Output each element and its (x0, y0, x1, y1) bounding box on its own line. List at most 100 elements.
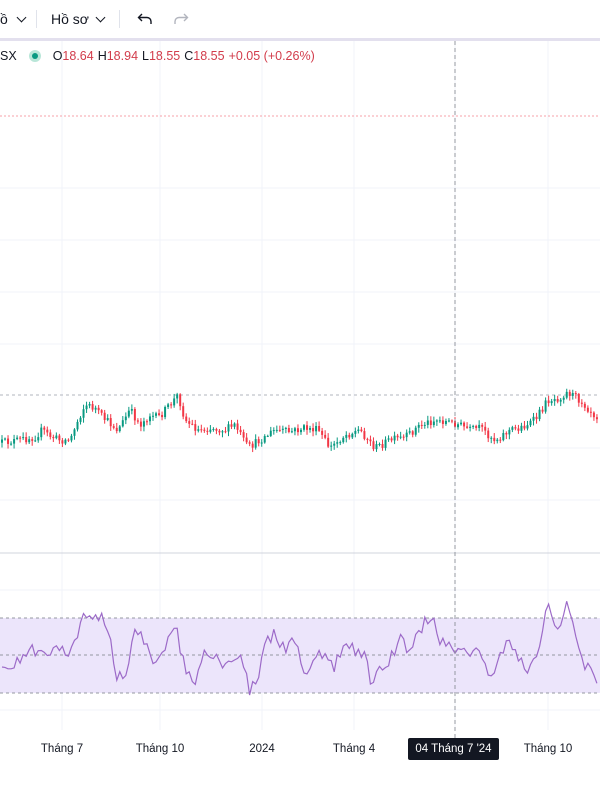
candle-body (511, 427, 514, 430)
candle-body (369, 439, 372, 442)
candle-body (251, 443, 254, 448)
candle-body (43, 427, 46, 430)
open-value: 18.64 (62, 49, 94, 63)
candle-body (230, 424, 233, 427)
candle-body (185, 416, 188, 422)
candle-body (463, 422, 466, 427)
candle-body (574, 393, 577, 395)
candle-body (227, 424, 230, 432)
candle-body (7, 438, 10, 444)
candle-body (327, 437, 330, 447)
x-tick-label: 2024 (249, 743, 275, 755)
candle-body (299, 429, 302, 433)
candle-body (133, 408, 136, 421)
interval-dropdown[interactable]: ồ (0, 0, 27, 38)
candle-body (466, 426, 469, 428)
candle-body (13, 439, 16, 444)
profile-label: Hồ sơ (51, 11, 89, 27)
candle-body (191, 423, 194, 425)
candle-body (303, 425, 305, 430)
candle-body (124, 416, 127, 421)
candle-body (269, 430, 272, 436)
candle-body (239, 429, 242, 433)
candle-body (532, 416, 535, 421)
candle-body (37, 437, 40, 441)
candle-body (475, 425, 478, 429)
redo-icon (174, 13, 189, 24)
candle-body (58, 435, 61, 441)
candle-body (103, 412, 106, 420)
candle-body (330, 445, 333, 447)
x-tick-label: Tháng 7 (40, 743, 84, 755)
candle-body (242, 432, 245, 438)
candle-body (188, 421, 191, 424)
candle-body (571, 393, 574, 396)
candle-body (484, 426, 487, 431)
candle-body (324, 434, 327, 438)
candle-body (547, 400, 550, 404)
profile-dropdown[interactable]: Hồ sơ (51, 0, 106, 38)
candle-body (520, 425, 523, 431)
candle-body (19, 437, 22, 439)
candle-body (197, 429, 200, 431)
candle-body (517, 428, 520, 431)
candle-body (589, 411, 592, 413)
candle-body (10, 443, 13, 445)
candle-body (457, 424, 460, 428)
candle-body (469, 426, 472, 428)
candle-body (387, 438, 390, 440)
candle-body (378, 443, 381, 445)
candle-body (212, 428, 215, 430)
candle-body (381, 443, 384, 448)
redo-button[interactable] (172, 0, 190, 38)
candle-body (565, 391, 568, 398)
candle-body (263, 436, 266, 443)
candle-body (106, 418, 109, 420)
low-value: 18.55 (148, 49, 181, 63)
market-status-icon[interactable] (28, 50, 41, 62)
candle-body (254, 439, 257, 448)
candle-body (318, 425, 321, 431)
x-tick-label: Tháng 10 (523, 743, 573, 755)
candle-body (25, 437, 28, 443)
candle-body (284, 427, 287, 429)
open-label: O (52, 49, 63, 63)
candle-body (290, 431, 293, 433)
low-label: L (142, 49, 149, 63)
rsi-line (1, 601, 598, 696)
ohlc-legend: SX O 18.64 H 18.94 L 18.55 C 18.55 +0.05… (0, 44, 319, 68)
candle-body (460, 422, 463, 425)
candle-body (158, 413, 161, 415)
candle-body (281, 428, 284, 430)
candle-body (357, 429, 360, 432)
candle-body (82, 409, 85, 418)
candle-body (278, 429, 281, 431)
candle-body (432, 421, 435, 426)
top-toolbar: ồ Hồ sơ (0, 0, 600, 38)
candle-body (450, 420, 453, 422)
candle-body (200, 429, 203, 431)
candle-body (487, 430, 490, 439)
candle-body (499, 439, 502, 441)
candle-body (260, 442, 263, 444)
candle-body (293, 428, 296, 432)
candle-body (354, 431, 357, 434)
change-value: +0.05 (+0.26%) (228, 49, 315, 63)
undo-button[interactable] (136, 0, 154, 38)
candle-body (22, 437, 25, 439)
candle-body (182, 406, 185, 417)
candle-body (372, 441, 375, 450)
toolbar-divider (36, 10, 37, 28)
candle-body (426, 420, 429, 425)
candle-body (272, 430, 275, 432)
candle-body (236, 423, 239, 430)
candle-body (40, 427, 43, 438)
candle-body (79, 417, 82, 422)
candle-body (592, 412, 595, 418)
candle-body (173, 398, 176, 406)
candle-body (164, 406, 167, 418)
candle-body (31, 439, 34, 441)
candle-body (97, 407, 100, 411)
candle-body (127, 410, 130, 417)
